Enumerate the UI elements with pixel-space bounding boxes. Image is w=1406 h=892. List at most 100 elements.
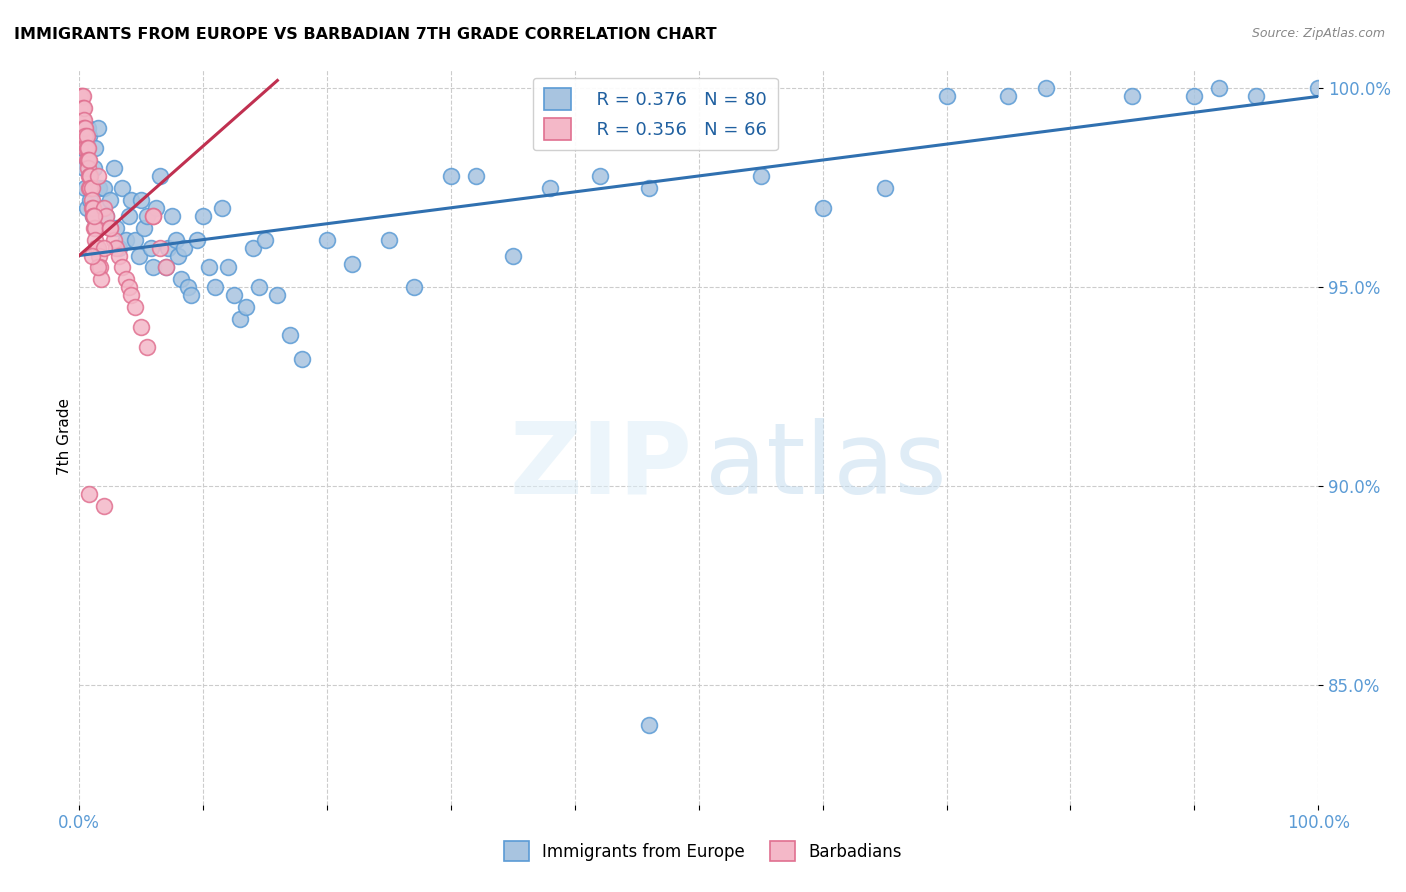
Point bbox=[149, 241, 172, 255]
Point bbox=[142, 209, 165, 223]
Point bbox=[111, 181, 134, 195]
Point bbox=[1182, 89, 1205, 103]
Point bbox=[86, 260, 108, 275]
Point bbox=[211, 201, 233, 215]
Point bbox=[75, 181, 97, 195]
Text: ZIP: ZIP bbox=[509, 417, 693, 515]
Point bbox=[79, 181, 101, 195]
Point bbox=[76, 161, 98, 175]
Point bbox=[588, 169, 610, 183]
Point bbox=[77, 153, 100, 167]
Point bbox=[107, 241, 129, 255]
Point bbox=[155, 260, 177, 275]
Point bbox=[103, 161, 125, 175]
Point bbox=[86, 241, 108, 255]
Point bbox=[73, 121, 96, 136]
Point bbox=[77, 129, 100, 144]
Point bbox=[93, 181, 115, 195]
Point bbox=[86, 169, 108, 183]
Point bbox=[70, 101, 93, 115]
Point bbox=[291, 351, 314, 366]
Point bbox=[136, 340, 159, 354]
Point bbox=[115, 233, 138, 247]
Point bbox=[142, 209, 165, 223]
Point bbox=[129, 320, 152, 334]
Point bbox=[83, 209, 105, 223]
Point bbox=[76, 201, 98, 215]
Point bbox=[86, 121, 108, 136]
Point bbox=[84, 220, 107, 235]
Point bbox=[84, 141, 107, 155]
Point bbox=[1035, 81, 1057, 95]
Point bbox=[160, 209, 183, 223]
Point bbox=[93, 201, 115, 215]
Point bbox=[72, 101, 94, 115]
Point bbox=[129, 193, 152, 207]
Text: IMMIGRANTS FROM EUROPE VS BARBADIAN 7TH GRADE CORRELATION CHART: IMMIGRANTS FROM EUROPE VS BARBADIAN 7TH … bbox=[14, 27, 717, 42]
Point bbox=[70, 121, 93, 136]
Point bbox=[136, 209, 159, 223]
Point bbox=[811, 201, 834, 215]
Point bbox=[128, 248, 150, 262]
Point bbox=[87, 248, 110, 262]
Point bbox=[77, 181, 100, 195]
Point bbox=[73, 113, 96, 128]
Point bbox=[177, 280, 200, 294]
Point bbox=[76, 153, 98, 167]
Point bbox=[538, 181, 561, 195]
Point bbox=[132, 220, 155, 235]
Point bbox=[76, 129, 98, 144]
Point bbox=[191, 209, 214, 223]
Point bbox=[75, 129, 97, 144]
Point bbox=[98, 220, 121, 235]
Point bbox=[155, 260, 177, 275]
Point bbox=[173, 241, 195, 255]
Point bbox=[149, 169, 172, 183]
Point bbox=[80, 193, 103, 207]
Point bbox=[638, 181, 661, 195]
Point bbox=[93, 500, 115, 514]
Point bbox=[124, 233, 146, 247]
Point bbox=[638, 718, 661, 732]
Point bbox=[340, 256, 363, 270]
Point bbox=[98, 220, 121, 235]
Point bbox=[142, 260, 165, 275]
Point bbox=[69, 89, 91, 103]
Point bbox=[72, 113, 94, 128]
Point bbox=[873, 181, 896, 195]
Point bbox=[139, 241, 162, 255]
Point bbox=[278, 328, 301, 343]
Legend: Immigrants from Europe, Barbadians: Immigrants from Europe, Barbadians bbox=[491, 828, 915, 875]
Point bbox=[165, 233, 187, 247]
Point bbox=[402, 280, 425, 294]
Point bbox=[76, 141, 98, 155]
Point bbox=[77, 487, 100, 501]
Point bbox=[82, 209, 104, 223]
Point bbox=[83, 161, 105, 175]
Point bbox=[77, 169, 100, 183]
Point bbox=[87, 181, 110, 195]
Point bbox=[1121, 89, 1143, 103]
Point bbox=[70, 89, 93, 103]
Point bbox=[204, 280, 226, 294]
Point bbox=[75, 141, 97, 155]
Point bbox=[82, 209, 104, 223]
Point bbox=[157, 241, 180, 255]
Point bbox=[198, 260, 221, 275]
Point bbox=[80, 181, 103, 195]
Point bbox=[120, 193, 142, 207]
Point bbox=[217, 260, 239, 275]
Point bbox=[83, 220, 105, 235]
Point bbox=[118, 209, 141, 223]
Point bbox=[229, 312, 252, 326]
Point bbox=[75, 121, 97, 136]
Legend:   R = 0.376   N = 80,   R = 0.356   N = 66: R = 0.376 N = 80, R = 0.356 N = 66 bbox=[533, 78, 778, 151]
Point bbox=[118, 280, 141, 294]
Point bbox=[247, 280, 270, 294]
Point bbox=[90, 201, 112, 215]
Point bbox=[180, 288, 202, 302]
Point bbox=[90, 272, 112, 286]
Point bbox=[235, 300, 257, 314]
Point bbox=[107, 248, 129, 262]
Point bbox=[73, 129, 96, 144]
